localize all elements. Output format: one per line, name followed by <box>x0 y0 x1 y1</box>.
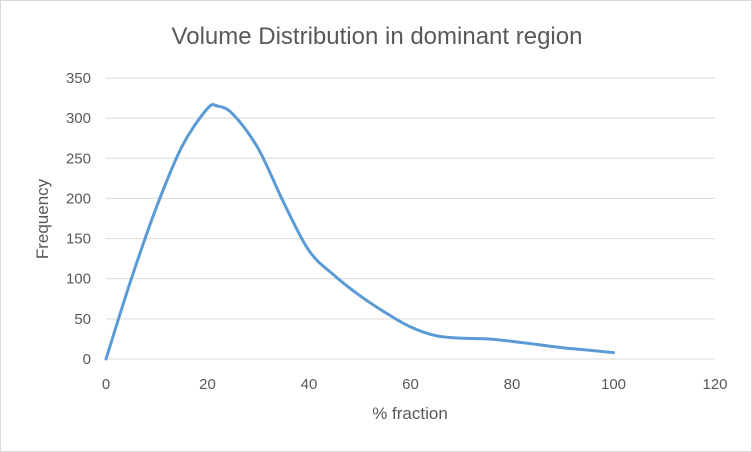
y-tick-label: 150 <box>66 231 91 248</box>
x-tick-label: 120 <box>702 376 727 393</box>
y-tick-label: 200 <box>66 190 91 207</box>
chart-title: Volume Distribution in dominant region <box>172 23 583 50</box>
y-tick-label: 250 <box>66 150 91 167</box>
x-tick-label: 0 <box>102 376 110 393</box>
y-tick-label: 0 <box>83 351 91 368</box>
x-axis-title: % fraction <box>372 404 448 423</box>
y-tick-label: 300 <box>66 110 91 127</box>
x-tick-label: 20 <box>199 376 216 393</box>
series-layer <box>104 102 615 361</box>
x-tick-label: 40 <box>301 376 318 393</box>
y-axis-ticks: 0 50 100 150 200 250 300 350 <box>66 70 91 368</box>
y-tick-label: 350 <box>66 70 91 87</box>
y-tick-label: 100 <box>66 271 91 288</box>
gridlines <box>106 77 715 320</box>
x-axis-ticks: 0 20 40 60 80 100 120 <box>102 376 728 393</box>
y-tick-label: 50 <box>74 311 91 328</box>
x-tick-label: 80 <box>504 376 521 393</box>
x-tick-label: 60 <box>402 376 419 393</box>
y-axis-title: Frequency <box>33 178 52 259</box>
series-line <box>104 102 615 361</box>
x-tick-label: 100 <box>601 376 626 393</box>
